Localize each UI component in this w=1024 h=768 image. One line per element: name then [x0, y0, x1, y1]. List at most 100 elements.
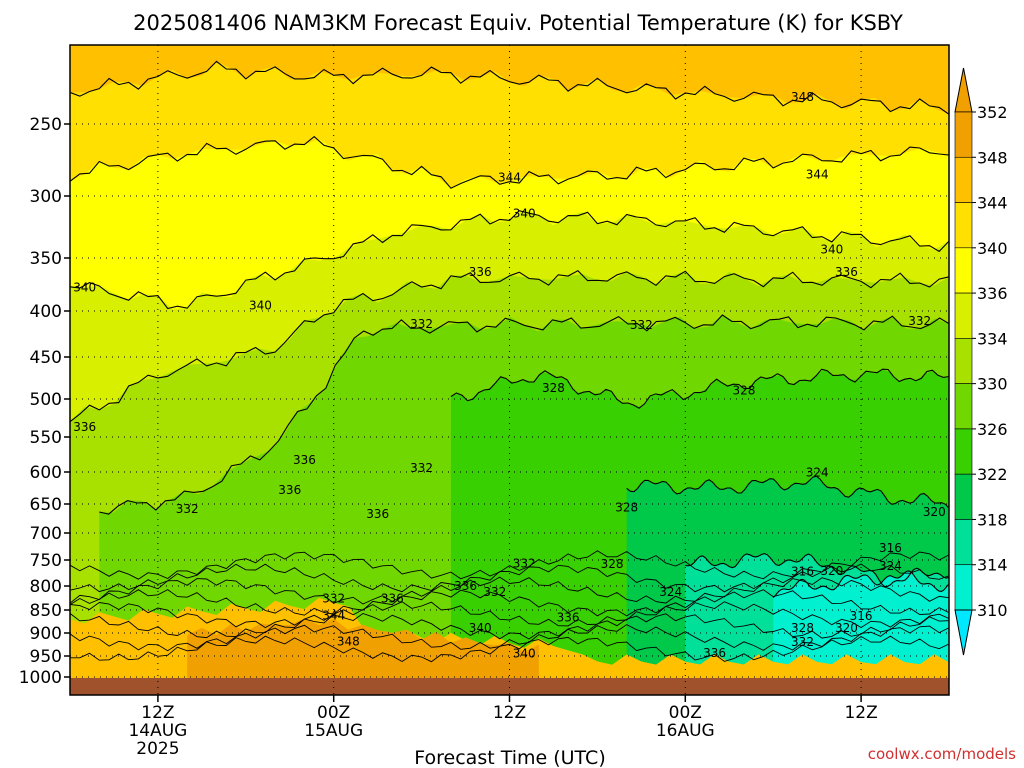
colorbar-segment — [954, 202, 973, 249]
x-tick-label: 2025 — [136, 739, 179, 759]
y-tick-label: 250 — [30, 115, 62, 135]
contour-label: 332 — [322, 591, 345, 605]
isoline-lowlevel — [70, 576, 949, 605]
contour-label: 328 — [601, 557, 624, 571]
isoline-lowlevel — [70, 635, 949, 663]
contour-label: 348 — [337, 634, 360, 648]
colorbar-segment — [954, 564, 973, 611]
credit-text: coolwx.com/models — [868, 745, 1016, 763]
colorbar-label: 340 — [977, 239, 1008, 258]
colorbar-bottom-arrow — [954, 609, 973, 656]
contour-label: 336 — [73, 420, 96, 434]
contour-label: 336 — [835, 265, 858, 279]
contour-label: 316 — [850, 609, 873, 623]
contour-label: 336 — [366, 507, 389, 521]
colorbar-segment — [954, 338, 973, 384]
colorbar-segment — [954, 292, 973, 339]
y-tick-label: 550 — [30, 428, 62, 448]
contour-label: 340 — [820, 242, 843, 256]
colorbar: 352 348 344 340 336 334 330 326 322 318 314 310 — [954, 67, 1008, 656]
colorbar-label: 314 — [977, 556, 1008, 575]
contour-label: 340 — [513, 647, 536, 661]
y-tick-label: 900 — [30, 624, 62, 644]
colorbar-segment — [954, 156, 973, 203]
colorbar-segment — [954, 383, 973, 430]
contour-label: 332 — [513, 557, 536, 571]
contour-label: 336 — [703, 646, 726, 660]
colorbar-segment — [954, 428, 973, 475]
y-tick-label: 450 — [30, 348, 62, 368]
contour-label: 344 — [806, 167, 829, 181]
contour-label: 340 — [469, 621, 492, 635]
isoline-340 — [70, 210, 949, 310]
y-tick-label: 800 — [30, 577, 62, 597]
x-tick-label: 14AUG — [128, 721, 187, 741]
y-tick-label: 600 — [30, 463, 62, 483]
contour-label: 340 — [73, 281, 96, 295]
colorbar-segment — [954, 473, 973, 520]
y-tick-label: 950 — [30, 647, 62, 667]
isoline-328 — [450, 368, 949, 409]
colorbar-label: 318 — [977, 510, 1008, 529]
contour-label: 332 — [483, 585, 506, 599]
colorbar-label: 330 — [977, 375, 1008, 394]
x-tick-label: 00Z — [669, 703, 702, 723]
isoline-lowlevel — [70, 612, 949, 640]
contour-label: 332 — [410, 461, 433, 475]
colorbar-label: 322 — [977, 465, 1008, 484]
contour-label: 316 — [791, 564, 814, 578]
contour-label: 324 — [659, 585, 682, 599]
isoline-lowlevel — [70, 550, 949, 580]
isoline-324 — [626, 475, 949, 509]
x-tick-label: 12Z — [141, 703, 174, 723]
contour-label: 344 — [322, 609, 345, 623]
y-tick-label: 700 — [30, 524, 62, 544]
y-tick-label: 350 — [30, 249, 62, 269]
colorbar-segment — [954, 111, 973, 158]
isoline-344 — [70, 135, 949, 189]
contour-label: 332 — [791, 635, 814, 649]
x-tick-label: 00Z — [317, 703, 350, 723]
contour-label: 324 — [879, 559, 902, 573]
x-axis-label: Forecast Time (UTC) — [414, 747, 605, 768]
contour-label: 328 — [615, 500, 638, 514]
contour-label: 348 — [791, 90, 814, 104]
colorbar-segment — [954, 519, 973, 566]
contour-label: 336 — [469, 265, 492, 279]
isoline-332 — [99, 314, 949, 515]
contour-label: 320 — [923, 505, 946, 519]
isoline-lowlevel — [70, 589, 949, 617]
colorbar-label: 344 — [977, 194, 1008, 213]
x-tick-label: 16AUG — [656, 721, 715, 741]
contour-label: 332 — [630, 318, 653, 332]
colorbar-label: 352 — [977, 103, 1008, 122]
y-tick-label: 400 — [30, 302, 62, 322]
contour-label: 332 — [176, 502, 199, 516]
contour-label: 332 — [908, 314, 931, 328]
contour-label: 328 — [732, 384, 755, 398]
colorbar-top-arrow — [954, 67, 973, 113]
contour-label: 316 — [879, 541, 902, 555]
contour-label: 344 — [498, 170, 521, 184]
contour-label: 328 — [791, 621, 814, 635]
y-tick-label: 750 — [30, 551, 62, 571]
contour-lines — [70, 60, 949, 663]
contour-label: 320 — [820, 564, 843, 578]
band-lowlevel-hot — [187, 618, 539, 695]
contour-label: 340 — [249, 299, 272, 313]
colorbar-label: 310 — [977, 601, 1008, 620]
contour-label: 336 — [381, 591, 404, 605]
grid-lines — [70, 45, 949, 695]
colorbar-label: 334 — [977, 329, 1008, 348]
colorbar-label: 348 — [977, 148, 1008, 167]
colorbar-label: 336 — [977, 284, 1008, 303]
x-tick-label: 12Z — [844, 703, 877, 723]
contour-label: 320 — [835, 621, 858, 635]
contour-label: 336 — [557, 610, 580, 624]
isoline-316 — [772, 570, 949, 598]
isoline-320 — [685, 553, 949, 587]
y-tick-label: 850 — [30, 601, 62, 621]
